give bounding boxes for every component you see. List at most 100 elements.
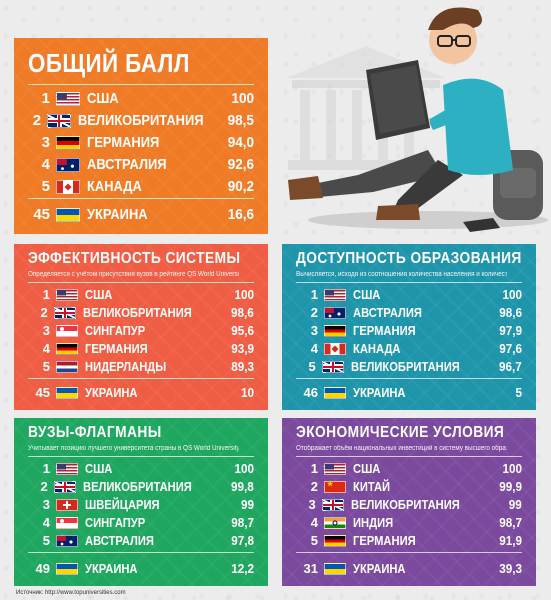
- country-name: США: [85, 287, 113, 302]
- ranking-row: 5 АВСТРАЛИЯ 97,8: [28, 533, 254, 548]
- flag-sg-icon: [56, 324, 78, 337]
- ranking-row-ukraine: 45 УКРАИНА 10: [28, 385, 254, 400]
- rank-number: 2: [40, 305, 48, 320]
- country-name: ВЕЛИКОБРИТАНИЯ: [82, 479, 192, 494]
- country-name: США: [85, 461, 113, 476]
- panel-overall-score: ОБЩИЙ БАЛЛ 1 США 100 2 ВЕЛИКОБРИТАНИЯ 98,5 3 ГЕ…: [14, 38, 268, 234]
- flag-ua-icon: [56, 562, 78, 575]
- flag-ua-icon: [56, 207, 80, 222]
- rank-number: 5: [42, 359, 50, 374]
- score-value: 93,9: [231, 341, 254, 356]
- country-name: УКРАИНА: [85, 561, 138, 576]
- panel-subtitle: Вычисляется, исходя из соотношения колич…: [296, 271, 507, 278]
- ranking-row: 4 АВСТРАЛИЯ 92,6: [28, 156, 254, 173]
- panel-title: ВУЗЫ-ФЛАГМАНЫ: [28, 424, 162, 441]
- ranking-row-ukraine: 46 УКРАИНА 5: [296, 385, 522, 400]
- country-name: ВЕЛИКОБРИТАНИЯ: [78, 112, 204, 129]
- country-name: УКРАИНА: [353, 385, 406, 400]
- ranking-row: 4 ИНДИЯ 98,7: [296, 515, 522, 530]
- ranking-row: 4 СИНГАПУР 98,7: [28, 515, 254, 530]
- rank-number: 3: [42, 497, 50, 512]
- ranking-row: 2 ВЕЛИКОБРИТАНИЯ 98,5: [28, 112, 254, 129]
- flag-ua-icon: [324, 386, 346, 399]
- flag-sg-icon: [56, 516, 78, 529]
- flag-in-icon: [324, 516, 346, 529]
- score-value: 100: [502, 461, 522, 476]
- country-name: США: [353, 461, 381, 476]
- rank-number: 3: [308, 497, 316, 512]
- country-name: США: [353, 287, 381, 302]
- flag-uk-icon: [321, 498, 344, 511]
- ranking-row: 1 США 100: [296, 461, 522, 476]
- score-value: 99,8: [231, 479, 254, 494]
- flag-us-icon: [56, 462, 78, 475]
- ranking-row: 1 США 100: [296, 287, 522, 302]
- score-value: 12,2: [231, 561, 254, 576]
- score-value: 16,6: [227, 206, 254, 223]
- rank-number: 1: [42, 461, 50, 476]
- country-name: ГЕРМАНИЯ: [353, 323, 416, 338]
- flag-uk-icon: [321, 360, 344, 373]
- rank-number: 1: [41, 90, 50, 107]
- score-value: 91,9: [499, 533, 522, 548]
- flag-ua-icon: [324, 562, 346, 575]
- source-caption: Источник: http://www.topuniversities.com: [16, 590, 126, 596]
- rank-number: 4: [41, 156, 50, 173]
- panel-economic-conditions: ЭКОНОМИЧЕСКИЕ УСЛОВИЯ Отображает объём н…: [282, 418, 536, 586]
- flag-ca-icon: [324, 342, 346, 355]
- rank-number: 5: [308, 359, 316, 374]
- ranking-row-ukraine: 45 УКРАИНА 16,6: [28, 206, 254, 223]
- score-value: 100: [502, 287, 522, 302]
- score-value: 100: [234, 461, 254, 476]
- flag-uk-icon: [47, 113, 72, 128]
- panel-title: ДОСТУПНОСТЬ ОБРАЗОВАНИЯ: [296, 250, 522, 267]
- rank-number: 1: [310, 287, 318, 302]
- rank-number: 2: [32, 112, 42, 129]
- score-value: 100: [231, 90, 254, 107]
- rank-number: 2: [40, 479, 48, 494]
- score-value: 94,0: [227, 134, 254, 151]
- panel-system-efficiency: ЭФФЕКТИВНОСТЬ СИСТЕМЫ Определяется с учё…: [14, 244, 268, 410]
- country-name: ГЕРМАНИЯ: [353, 533, 416, 548]
- country-name: КАНАДА: [87, 178, 142, 195]
- country-name: КАНАДА: [353, 341, 401, 356]
- panel-subtitle: Учитывает позицию лучшего университета с…: [28, 445, 239, 452]
- score-value: 92,6: [227, 156, 254, 173]
- flag-de-icon: [324, 324, 346, 337]
- ranking-row: 4 КАНАДА 97,6: [296, 341, 522, 356]
- rank-number: 3: [41, 134, 50, 151]
- rank-number: 1: [42, 287, 50, 302]
- rank-number: 2: [310, 305, 318, 320]
- ranking-row: 3 СИНГАПУР 95,6: [28, 323, 254, 338]
- panel-title: ЭКОНОМИЧЕСКИЕ УСЛОВИЯ: [296, 424, 505, 441]
- country-name: УКРАИНА: [85, 385, 138, 400]
- panel-subtitle: Отображает объём национальных инвестиций…: [296, 445, 507, 452]
- ranking-row: 5 ВЕЛИКОБРИТАНИЯ 96,7: [296, 359, 522, 374]
- ranking-row: 3 ГЕРМАНИЯ 94,0: [28, 134, 254, 151]
- score-value: 98,5: [227, 112, 254, 129]
- panel-title: ОБЩИЙ БАЛЛ: [28, 48, 190, 78]
- ranking-row: 1 США 100: [28, 287, 254, 302]
- flag-us-icon: [324, 462, 346, 475]
- ranking-row: 2 ВЕЛИКОБРИТАНИЯ 98,6: [28, 305, 254, 320]
- flag-us-icon: [324, 288, 346, 301]
- panel-title: ЭФФЕКТИВНОСТЬ СИСТЕМЫ: [28, 250, 241, 267]
- ranking-row: 3 ВЕЛИКОБРИТАНИЯ 99: [296, 497, 522, 512]
- score-value: 5: [515, 385, 522, 400]
- country-name: АВСТРАЛИЯ: [85, 533, 154, 548]
- score-value: 90,2: [227, 178, 254, 195]
- flag-de-icon: [56, 342, 78, 355]
- country-name: НИДЕРЛАНДЫ: [85, 359, 167, 374]
- rank-number: 2: [310, 479, 318, 494]
- ranking-row: 2 КИТАЙ 99,9: [296, 479, 522, 494]
- country-name: США: [87, 90, 119, 107]
- ranking-row: 5 НИДЕРЛАНДЫ 89,3: [28, 359, 254, 374]
- flag-us-icon: [56, 288, 78, 301]
- score-value: 98,6: [499, 305, 522, 320]
- ranking-row-ukraine: 31 УКРАИНА 39,3: [296, 561, 522, 576]
- country-name: ВЕЛИКОБРИТАНИЯ: [350, 497, 460, 512]
- country-name: ГЕРМАНИЯ: [85, 341, 148, 356]
- ranking-row-ukraine: 49 УКРАИНА 12,2: [28, 561, 254, 576]
- rank-number: 45: [35, 385, 50, 400]
- score-value: 98,7: [231, 515, 254, 530]
